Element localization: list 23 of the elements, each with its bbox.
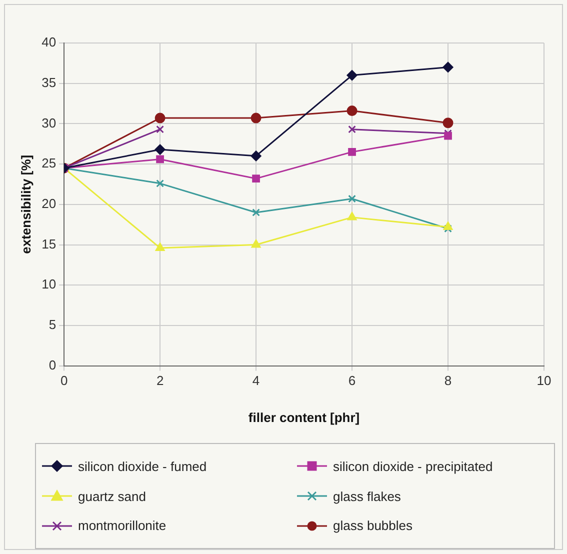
- y-tick-label: 35: [42, 74, 56, 90]
- legend-label: guartz sand: [78, 488, 146, 504]
- y-tick-label: 30: [42, 115, 56, 130]
- x-tick-label: 0: [60, 373, 68, 388]
- y-tick-label: 0: [48, 357, 56, 372]
- legend-label: glass bubbles: [333, 518, 412, 534]
- y-tick-label: 5: [48, 317, 56, 332]
- x-tick-label: 6: [348, 373, 356, 388]
- legend-label: montmorillonite: [78, 518, 166, 534]
- legend-label: silicon dioxide - fumed: [78, 458, 207, 474]
- x-tick-label: 2: [156, 373, 164, 388]
- y-tick-label: 40: [42, 34, 56, 50]
- y-tick-label: 20: [42, 196, 56, 211]
- x-tick-label: 10: [536, 373, 552, 388]
- y-tick-label: 10: [42, 276, 56, 292]
- y-tick-label: 25: [42, 156, 56, 171]
- x-axis-title: filler content [phr]: [248, 410, 360, 425]
- legend-label: silicon dioxide - precipitated: [333, 458, 493, 474]
- y-axis-title: extensibility [%]: [18, 154, 34, 254]
- x-tick-label: 8: [444, 373, 452, 388]
- legend-label: glass flakes: [333, 488, 401, 504]
- y-tick-label: 15: [42, 236, 56, 252]
- x-tick-label: 4: [252, 373, 260, 388]
